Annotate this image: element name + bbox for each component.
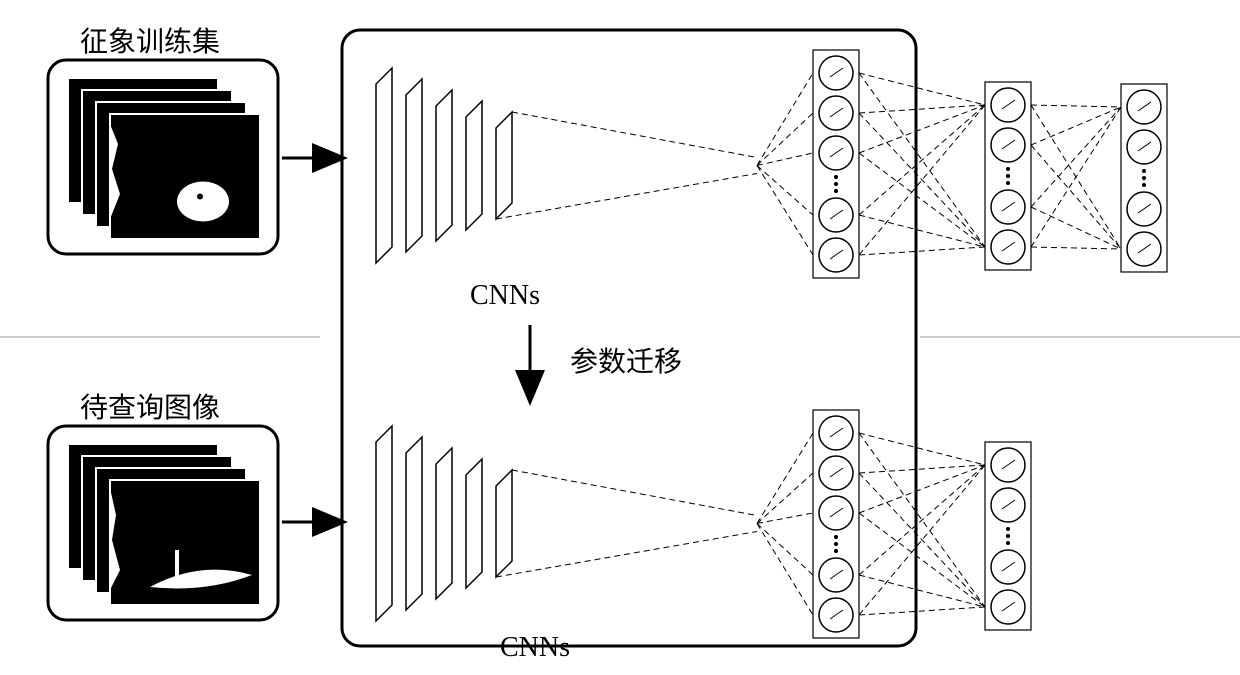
conv-top-map (436, 90, 452, 241)
conv-bottom-map (436, 448, 452, 599)
diagram-canvas (0, 0, 1240, 675)
label-cnns-bottom: CNNs (500, 632, 570, 664)
conv-top-map (466, 101, 482, 230)
conv-bottom-map (406, 437, 422, 610)
label-training-set: 征象训练集 (80, 20, 220, 60)
label-cnns-top: CNNs (470, 280, 540, 312)
image-panel (110, 114, 260, 239)
conv-bottom-map (466, 459, 482, 588)
conv-bottom-map (496, 470, 512, 577)
conv-top-map (376, 68, 392, 263)
conv-top-map (406, 79, 422, 252)
label-param-transfer: 参数迁移 (570, 340, 682, 380)
conv-bottom-map (376, 426, 392, 621)
label-query-image: 待查询图像 (80, 386, 220, 426)
conv-top-map (496, 112, 512, 219)
